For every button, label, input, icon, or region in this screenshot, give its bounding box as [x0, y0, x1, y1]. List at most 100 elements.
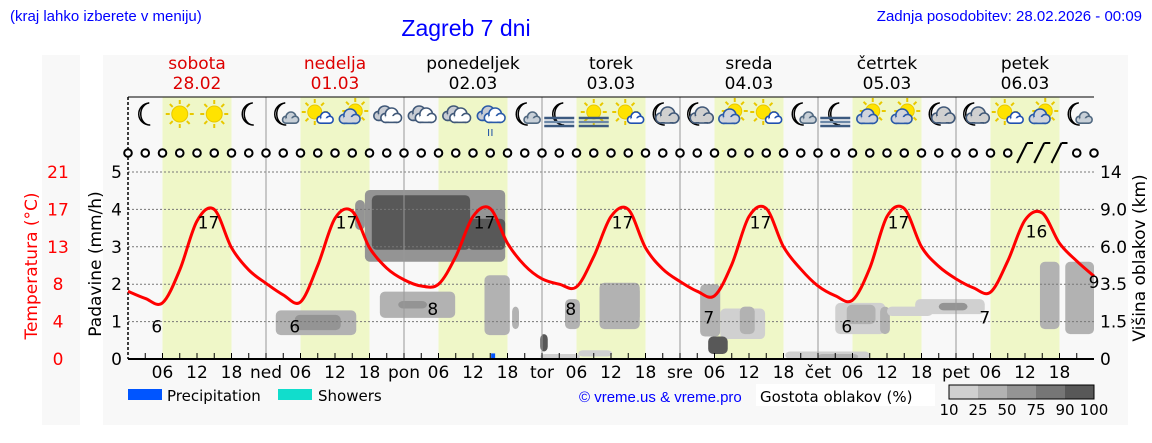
wind-row	[123, 142, 1099, 164]
sun-cloud-small-icon	[301, 99, 334, 125]
calm-wind-icon	[882, 148, 892, 158]
cloud-icon	[1075, 111, 1093, 124]
x-tick-label: 12	[876, 363, 898, 383]
sun-ray	[1010, 102, 1015, 107]
calm-wind-icon	[657, 148, 668, 158]
cloud-icon	[281, 111, 300, 124]
density-swatch	[1036, 385, 1065, 399]
cloud-patch	[540, 354, 580, 359]
sun-fog-icon	[578, 99, 609, 128]
temperature-label: 17	[474, 214, 496, 234]
temperature-label: 16	[1026, 223, 1048, 243]
x-tick-label: 18	[221, 363, 243, 383]
cloud-icon	[316, 111, 334, 124]
temperature-label: 17	[336, 214, 358, 234]
moon-cloud-small-icon	[515, 102, 541, 126]
x-tick-label: 12	[1014, 363, 1036, 383]
cloud-fill	[320, 118, 330, 123]
sun-ray	[912, 101, 918, 106]
calm-wind-icon	[864, 148, 875, 158]
x-tick-label: 06	[980, 363, 1002, 383]
credit-link[interactable]: © vreme.us & vreme.pro	[579, 389, 742, 406]
x-tick-label: 12	[186, 363, 208, 383]
sun-ray	[994, 102, 1000, 107]
temp-axis-panel	[42, 55, 80, 425]
cloud-icon	[965, 106, 991, 124]
cloud-fill	[527, 118, 537, 123]
x-tick-label: 06	[152, 363, 174, 383]
x-tick-label: 06	[428, 363, 450, 383]
cloud-height-tick-label: 6.0	[1100, 238, 1127, 258]
sun-ray	[304, 117, 310, 122]
precip-tick-label: 4	[111, 200, 122, 220]
page-title: Zagreb 7 dni	[401, 15, 530, 41]
temp-tick-label: 8	[53, 275, 64, 295]
cloud-icon	[799, 111, 817, 124]
x-tick-label: 18	[359, 363, 381, 383]
cloud-icon	[1006, 111, 1024, 124]
cloud-fill	[971, 116, 985, 122]
sun-icon	[200, 100, 229, 128]
sun-ray	[897, 101, 902, 106]
location-hint-link[interactable]: (kraj lahko izberete v meniju)	[10, 8, 202, 25]
temperature-label: 17	[612, 214, 634, 234]
day-name: torek	[589, 54, 633, 74]
cloud-icon	[1028, 108, 1051, 125]
sun-ray	[740, 116, 745, 121]
cloud-fill	[769, 118, 779, 123]
sun-ray	[753, 117, 758, 122]
cloud-patch	[818, 354, 859, 359]
calm-wind-icon	[899, 148, 910, 158]
sun-ray	[345, 101, 350, 106]
density-tick-label: 10	[939, 401, 958, 419]
calm-wind-icon	[192, 148, 202, 158]
temperature-line	[127, 204, 1095, 306]
sun-disc	[755, 104, 771, 120]
density-tick-label: 50	[997, 401, 1016, 419]
density-tick-label: 100	[1080, 401, 1109, 419]
calm-wind-icon	[623, 148, 634, 158]
temperature-label: 8	[427, 300, 438, 320]
density-swatch	[978, 385, 1007, 399]
sun-cloud-icon	[1028, 98, 1059, 125]
calm-wind-icon	[1002, 148, 1013, 158]
day-date: 03.03	[587, 74, 636, 94]
cloud-icon	[764, 111, 783, 124]
sun-ray	[878, 116, 883, 121]
cloud-height-axis-title: Višina oblakov (km)	[1130, 174, 1150, 341]
cloud-fill	[286, 118, 296, 123]
cloud-patch	[846, 304, 876, 325]
density-swatch	[1007, 385, 1036, 399]
calm-wind-icon	[588, 148, 599, 158]
calm-wind-icon	[243, 148, 254, 158]
wind-barb-icon	[1016, 142, 1033, 164]
x-tick-label: 12	[462, 363, 484, 383]
calm-wind-icon	[640, 148, 651, 158]
density-scale: 10 25 50 75 90 100	[939, 384, 1109, 419]
precip-tick-label: 3	[111, 238, 122, 258]
cloud-height-tick-label: 1.5	[1100, 313, 1127, 333]
x-tick-label: 12	[738, 363, 760, 383]
calm-wind-icon	[416, 148, 427, 158]
calm-wind-icon	[312, 148, 323, 158]
calm-wind-icon	[226, 148, 237, 158]
sun-ray	[220, 103, 225, 108]
barb-staff	[1016, 142, 1028, 164]
density-scale-border	[948, 384, 1095, 400]
cloud-icon	[449, 107, 472, 124]
cloud-icon	[718, 108, 741, 125]
cloud-height-tick-label: 0	[1100, 350, 1111, 370]
wind-barb-icon	[1050, 142, 1068, 164]
density-tick-label: 75	[1026, 401, 1045, 419]
cloud-patch	[739, 306, 755, 335]
wind-barb-icon	[1033, 142, 1051, 164]
calm-wind-icon	[933, 148, 944, 158]
sun-cloud-icon	[718, 98, 748, 125]
cloud-icon	[373, 105, 403, 124]
cloud-fill	[1079, 118, 1089, 123]
sun-icon	[165, 100, 194, 128]
calm-wind-icon	[692, 148, 703, 158]
cloud-patch	[938, 302, 968, 311]
moon-cloud-small-icon	[1067, 102, 1093, 126]
